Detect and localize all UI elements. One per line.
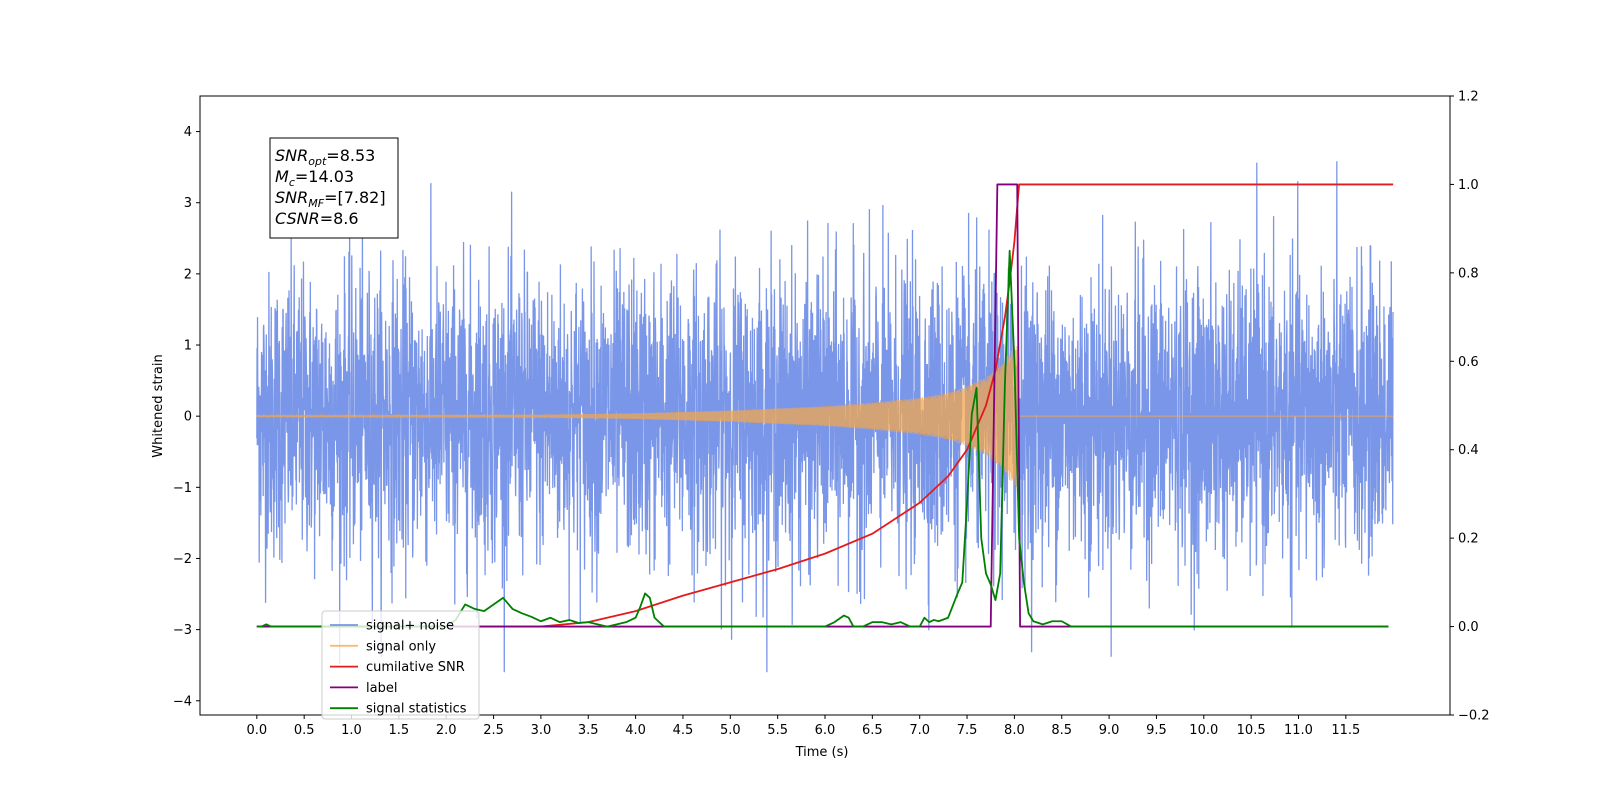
signal-noise-line [256,161,1394,673]
y-right-tick-label: 0.0 [1458,620,1479,635]
x-tick-label: 4.5 [673,723,694,738]
x-tick-label: 0.0 [246,723,267,738]
y-right-tick-label: 0.6 [1458,355,1479,370]
x-tick-label: 7.5 [957,723,978,738]
x-tick-label: 4.0 [625,723,646,738]
x-axis-label: Time (s) [795,745,849,760]
x-tick-label: 6.5 [862,723,883,738]
x-tick-label: 10.0 [1189,723,1218,738]
y-left-tick-label: 3 [184,196,192,211]
y-left-tick-label: 0 [184,410,192,425]
x-tick-label: 1.0 [341,723,362,738]
x-axis-ticks: 0.0 0.5 1.0 1.5 2.0 2.5 3.0 3.5 4.0 4.5 5.0 5.5 6.0 6… [246,715,1360,738]
y-right-tick-label: 0.4 [1458,443,1479,458]
x-tick-label: 11.5 [1331,723,1360,738]
x-tick-label: 3.5 [578,723,599,738]
x-tick-label: 8.0 [1004,723,1025,738]
x-tick-label: 1.5 [389,723,410,738]
y-right-tick-label: 1.0 [1458,178,1479,193]
x-tick-label: 5.0 [720,723,741,738]
x-tick-label: 8.5 [1051,723,1072,738]
y-left-tick-label: 1 [184,339,192,354]
y-axis-right-ticks: −0.2 0.0 0.2 0.4 0.6 0.8 1.0 1.2 [1450,90,1490,724]
x-tick-label: 2.5 [483,723,504,738]
legend: signal+ noise signal only cumilative SNR la… [321,610,480,720]
snr-info-line: SNRopt=8.53 [275,146,375,168]
snr-info-line: CSNR=8.6 [275,209,359,228]
y-left-tick-label: 2 [184,267,192,282]
series-signal-noise [256,161,1394,673]
x-tick-label: 3.0 [531,723,552,738]
y-axis-left-ticks: −4 −3 −2 −1 0 1 2 3 4 [173,125,200,709]
y-right-tick-label: −0.2 [1458,709,1490,724]
x-tick-label: 11.0 [1284,723,1313,738]
signal-statistics-line [256,249,1389,628]
series-signal-statistics [256,249,1389,628]
x-tick-label: 5.5 [767,723,788,738]
y-left-tick-label: 4 [184,125,192,140]
legend-label: signal statistics [366,702,467,717]
snr-info-box-frame [269,137,399,239]
y-right-tick-label: 1.2 [1458,90,1479,105]
cumulative-snr-line [256,183,1394,628]
y-left-tick-label: −1 [173,481,192,496]
legend-label: signal+ noise [366,619,454,634]
x-tick-label: 7.0 [909,723,930,738]
x-tick-label: 0.5 [294,723,315,738]
y-axis-label: Whitened strain [151,354,166,457]
x-tick-label: 2.0 [436,723,457,738]
snr-info-line: SNRMF=[7.82] [275,188,386,210]
legend-label: cumilative SNR [366,660,465,675]
legend-label: signal only [366,639,436,654]
y-left-tick-label: −3 [173,623,192,638]
legend-label: label [366,681,397,696]
x-tick-label: 10.5 [1237,723,1266,738]
x-tick-label: 9.0 [1099,723,1120,738]
series-signal-only [256,346,1394,487]
legend-frame [321,610,480,720]
y-right-tick-label: 0.8 [1458,266,1479,281]
snr-info-line: Mc=14.03 [275,167,354,189]
x-tick-label: 6.0 [815,723,836,738]
signal-only-line [256,346,1394,487]
plot-area [256,161,1394,673]
series-cumulative-snr [256,183,1394,628]
y-right-tick-label: 0.2 [1458,532,1479,547]
y-left-tick-label: −2 [173,552,192,567]
x-tick-label: 9.5 [1146,723,1167,738]
y-left-tick-label: −4 [173,694,192,709]
